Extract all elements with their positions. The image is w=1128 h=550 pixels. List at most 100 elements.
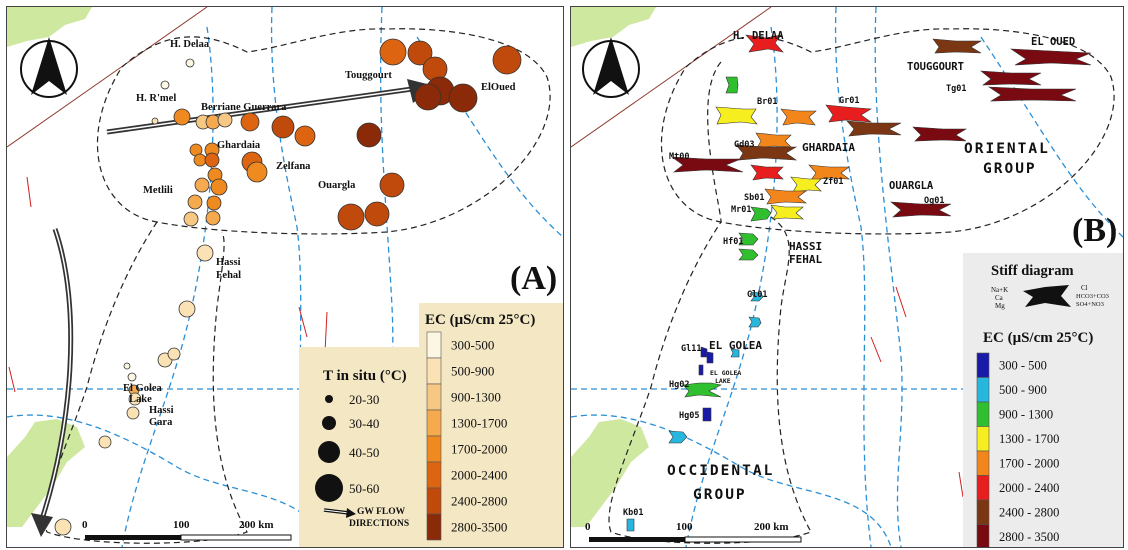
well-code: Gr01 (839, 96, 859, 106)
ec-legend-swatch (426, 331, 442, 359)
town-label: Touggourt (345, 70, 392, 81)
panel-letter: (A) (510, 260, 557, 297)
ec-legend-label: 300 - 500 (999, 359, 1047, 373)
town-label: Berriane Guerrara (201, 102, 287, 113)
town-label: H. Delaa (170, 39, 210, 50)
ec-legend-label: 2800-3500 (451, 520, 507, 535)
ec-legend-label: 900-1300 (451, 390, 501, 405)
ec-legend-b-rows: 300 - 500 500 - 900 900 - 1300 1300 - 1700 1… (976, 352, 1059, 547)
town-label: Lake (129, 394, 152, 405)
stiff-label: Na+K (991, 286, 1008, 294)
well-code: Hg05 (679, 411, 699, 421)
scale-label: 100 (173, 519, 190, 531)
scale-label: 200 km (239, 519, 274, 531)
town-label: TOUGGOURT (907, 61, 964, 73)
town-label: LAKE (715, 377, 731, 385)
town-label: ElOued (481, 82, 516, 93)
town-label: Zelfana (276, 161, 311, 172)
ec-legend-swatch (426, 357, 442, 385)
ec-legend-swatch (426, 513, 442, 541)
north-arrow-icon (582, 37, 640, 98)
ec-legend-label: 900 - 1300 (999, 408, 1053, 422)
well-code: Gl01 (747, 290, 767, 300)
stiff-label: Ca (995, 294, 1004, 302)
ec-legend-label: 1700 - 2000 (999, 457, 1059, 471)
well-code: Sb01 (744, 193, 764, 203)
scale-bar-a: 0 100 200 km (82, 519, 292, 541)
occidental-outline (44, 221, 248, 544)
well-code: Zf01 (823, 177, 843, 187)
stiff-label: SO4+NO3 (1076, 301, 1104, 308)
group-label: GROUP (983, 161, 1037, 177)
scale-label: 0 (82, 519, 88, 531)
ec-legend-b: Stiff diagram Na+K Ca Mg Cl HCO3+CO3 SO4… (963, 253, 1123, 547)
north-arrow-icon (20, 37, 78, 98)
stiff-label: Mg (995, 302, 1005, 310)
stiff-glyphs (626, 34, 1092, 532)
ec-legend-a: EC (μS/cm 25°C) (419, 303, 563, 547)
well-code: Gd03 (734, 140, 754, 150)
town-label: GHARDAIA (802, 141, 855, 154)
town-label: FEHAL (789, 253, 822, 266)
ec-legend-swatch (426, 409, 442, 437)
stiff-label: HCO3+CO3 (1076, 293, 1109, 300)
ec-legend-label: 1300 - 1700 (999, 432, 1059, 446)
ec-legend-label: 2000 - 2400 (999, 481, 1059, 495)
well-code: Tg01 (946, 84, 966, 94)
well-code: Br01 (757, 97, 777, 107)
scale-label: 200 km (754, 521, 789, 533)
temp-legend-item: 30-40 (349, 416, 379, 431)
ec-legend-swatch (976, 426, 990, 452)
stiff-legend-glyph (1023, 285, 1071, 307)
land-patch-south (571, 419, 649, 527)
well-code: Mr01 (731, 205, 751, 215)
panel-letter: (B) (1072, 212, 1117, 249)
ec-legend-label: 1700-2000 (451, 442, 507, 457)
ec-legend-swatch (976, 450, 990, 476)
border-line (7, 7, 208, 148)
ec-legend-swatch (426, 435, 442, 463)
ec-legend-swatch (976, 401, 990, 427)
temp-legend-item: 50-60 (349, 481, 379, 496)
flow-arrow-south (31, 228, 74, 537)
land-patch-north (7, 7, 92, 47)
group-label: OCCIDENTAL (667, 463, 774, 479)
occidental-outline (608, 61, 812, 544)
scale-label: 0 (585, 521, 591, 533)
town-label: Metlili (143, 185, 173, 196)
temperature-legend: T in situ (°C) 20-30 30-40 40-50 50-60 G… (299, 347, 419, 547)
ec-legend-swatch (976, 524, 990, 547)
town-label: Ouargla (318, 180, 356, 191)
well-code: Og01 (924, 196, 944, 206)
town-label: Hassi (216, 257, 241, 268)
ec-legend-a-rows: 300-500 500-900 900-1300 1300-1700 1700-2000… (426, 331, 507, 541)
temp-legend-title: T in situ (°C) (323, 368, 407, 384)
well-code: Hg02 (669, 380, 689, 390)
town-label: EL OUED (1031, 36, 1075, 48)
ec-legend-swatch (426, 383, 442, 411)
ec-legend-label: 1300-1700 (451, 416, 507, 431)
town-label: EL GOLEA (710, 369, 741, 377)
fault-lines (8, 176, 328, 393)
well-code: Gl11 (681, 344, 701, 354)
town-label: Ghardaia (217, 140, 261, 151)
town-label: OUARGLA (889, 180, 934, 192)
ec-legend-title: EC (μS/cm 25°C) (983, 330, 1093, 346)
temp-legend-item: 40-50 (349, 445, 379, 460)
ec-legend-swatch (976, 377, 990, 403)
ec-legend-swatch (426, 487, 442, 515)
map-panel-a: H. Delaa H. R'mel Berriane Guerrara Ghar… (6, 6, 564, 548)
ec-legend-swatch (976, 499, 990, 525)
border-line (571, 7, 772, 148)
well-code: Kb01 (623, 508, 643, 518)
scale-bar-b: 0 100 200 km (585, 521, 802, 543)
ec-legend-swatch (976, 352, 990, 378)
stiff-legend-title: Stiff diagram (991, 263, 1074, 279)
well-code: Mt00 (669, 152, 689, 162)
ec-legend-label: 2400-2800 (451, 494, 507, 509)
ec-legend-label: 500-900 (451, 364, 494, 379)
oriental-outline (97, 28, 551, 235)
scale-label: 100 (676, 521, 693, 533)
town-label: Hassi (149, 405, 174, 416)
town-label: Fehal (216, 270, 241, 281)
